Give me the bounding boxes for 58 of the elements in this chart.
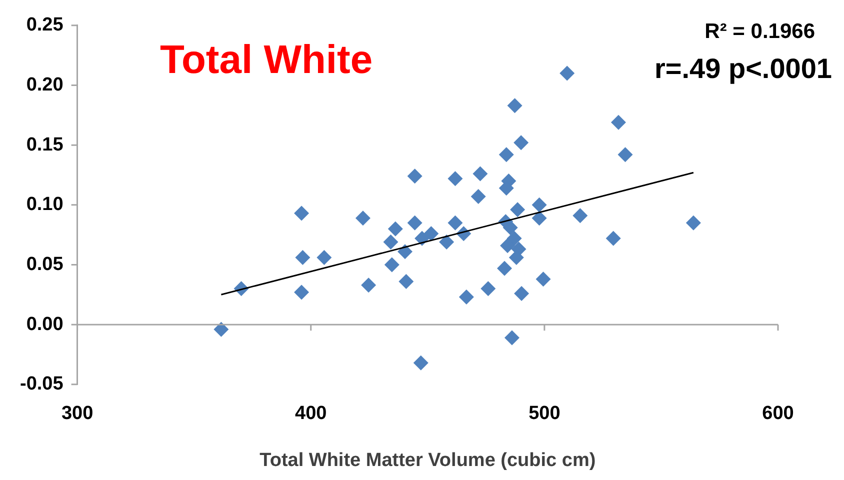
point [448, 171, 463, 186]
annotation: R² = 0.1966 [704, 20, 815, 43]
point [606, 230, 621, 246]
point [507, 98, 522, 114]
point [407, 168, 422, 184]
point [413, 355, 428, 370]
point [295, 250, 310, 266]
point [294, 284, 310, 300]
point [618, 147, 633, 162]
point [502, 220, 518, 236]
annotation: r=.49 p<.0001 [654, 53, 832, 84]
point [388, 221, 403, 236]
point [514, 135, 529, 150]
point [316, 250, 332, 266]
point [384, 257, 400, 272]
point [500, 238, 516, 254]
y-tick-label: 0.00 [26, 314, 64, 335]
y-tick-label: -0.05 [20, 374, 64, 395]
point [407, 215, 422, 230]
point [470, 189, 486, 204]
point [508, 250, 524, 266]
point [214, 322, 229, 337]
y-tick-label: 0.05 [26, 254, 64, 275]
x-tick-label: 300 [61, 403, 94, 424]
point [448, 215, 463, 230]
chart-title: Total White [160, 38, 373, 82]
point [572, 208, 588, 224]
point [355, 210, 370, 226]
point [560, 66, 575, 81]
point [439, 234, 454, 250]
point [458, 290, 474, 305]
x-tick-label: 600 [762, 403, 794, 424]
x-axis-title: Total White Matter Volume (cubic cm) [260, 450, 596, 471]
point [383, 234, 398, 250]
point [504, 330, 520, 346]
point [506, 230, 522, 246]
point [510, 202, 526, 218]
point [398, 274, 414, 289]
point [496, 260, 512, 276]
point [532, 197, 547, 212]
y-tick-label: 0.10 [26, 194, 64, 216]
point [610, 114, 626, 130]
point [361, 278, 376, 293]
point [398, 244, 412, 260]
point [480, 281, 496, 296]
x-tick-label: 400 [295, 403, 327, 424]
y-tick-label: 0.15 [26, 134, 64, 156]
x-tick-label: 500 [528, 403, 560, 424]
point [498, 147, 514, 162]
point [472, 166, 488, 182]
y-tick-label: 0.20 [26, 74, 64, 96]
point [686, 215, 701, 230]
y-tick-label: 0.25 [26, 14, 64, 36]
point [536, 272, 551, 287]
point [294, 206, 310, 221]
point [514, 286, 530, 301]
point [424, 226, 439, 242]
point [532, 210, 547, 226]
